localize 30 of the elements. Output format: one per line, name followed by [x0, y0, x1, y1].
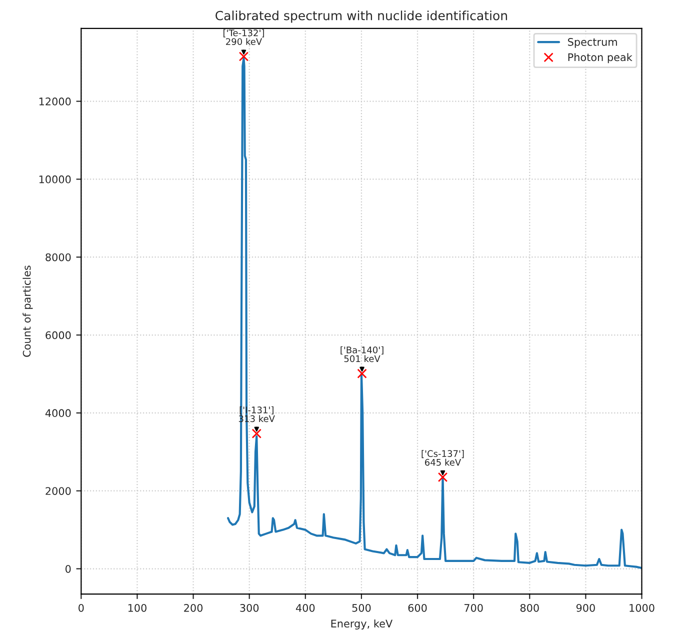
annotation: ['Ba-140'] 501 keV — [340, 346, 384, 362]
y-tick-label: 4000 — [45, 409, 71, 418]
x-tick-label: 300 — [240, 604, 259, 612]
x-tick-label: 500 — [352, 604, 371, 612]
y-tick-label: 6000 — [46, 331, 71, 340]
x-tick-label: 100 — [128, 604, 146, 612]
chart-title: Calibrated spectrum with nuclide identification — [216, 10, 507, 23]
point — [252, 428, 262, 438]
y-tick-label: 2000 — [46, 487, 71, 495]
y-tick-label: 0 — [65, 564, 71, 573]
x-tick-label: 1000 — [630, 604, 654, 612]
y-axis-title: Count of particles — [22, 266, 33, 357]
legend-label: Photon peak — [568, 53, 632, 64]
legend-label: Spectrum — [568, 38, 617, 48]
y-tick-label: 10000 — [39, 175, 71, 184]
point — [238, 52, 249, 62]
x-tick-label: 400 — [296, 604, 315, 612]
y-tick-label: 12000 — [39, 98, 71, 106]
x-tick-label: 900 — [576, 604, 595, 612]
x-axis-title: Energy, keV — [331, 619, 393, 630]
point — [357, 368, 367, 378]
annotation: ['Cs-137'] 645 keV — [422, 450, 464, 466]
x-tick-label: 0 — [78, 604, 84, 612]
annotation: ['Te-132'] 290 keV — [223, 29, 264, 46]
x-tick-label: 800 — [520, 604, 539, 612]
x-tick-label: 600 — [408, 604, 427, 612]
y-tick-label: 8000 — [46, 253, 71, 262]
x-tick-label: 700 — [464, 604, 483, 612]
x-tick-label: 200 — [184, 604, 203, 612]
point — [438, 472, 448, 482]
